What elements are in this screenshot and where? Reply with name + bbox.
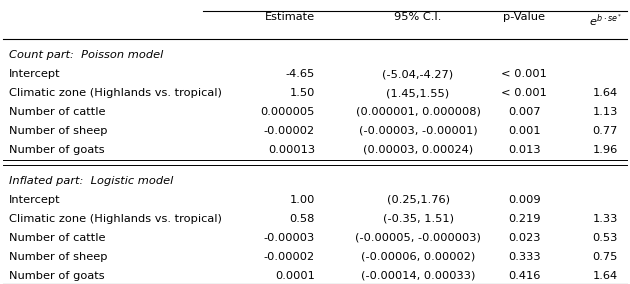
Text: 0.58: 0.58 [290, 214, 315, 224]
Text: Number of goats: Number of goats [9, 145, 105, 155]
Text: Inflated part:  Logistic model: Inflated part: Logistic model [9, 176, 173, 186]
Text: 0.219: 0.219 [508, 214, 541, 224]
Text: -4.65: -4.65 [286, 69, 315, 79]
Text: (-0.35, 1.51): (-0.35, 1.51) [382, 214, 454, 224]
Text: 0.53: 0.53 [593, 233, 618, 243]
Text: 0.013: 0.013 [508, 145, 541, 155]
Text: Number of goats: Number of goats [9, 271, 105, 281]
Text: 0.023: 0.023 [508, 233, 541, 243]
Text: -0.00002: -0.00002 [264, 252, 315, 262]
Text: 0.001: 0.001 [508, 126, 541, 136]
Text: 0.000005: 0.000005 [261, 107, 315, 117]
Text: (0.25,1.76): (0.25,1.76) [387, 195, 450, 205]
Text: (0.000001, 0.000008): (0.000001, 0.000008) [355, 107, 481, 117]
Text: 0.333: 0.333 [508, 252, 541, 262]
Text: p-Value: p-Value [503, 12, 545, 22]
Text: Intercept: Intercept [9, 195, 60, 205]
Text: (-0.00005, -0.000003): (-0.00005, -0.000003) [355, 233, 481, 243]
Text: 0.77: 0.77 [593, 126, 618, 136]
Text: 95% C.I.: 95% C.I. [394, 12, 442, 22]
Text: < 0.001: < 0.001 [501, 88, 547, 98]
Text: Count part:  Poisson model: Count part: Poisson model [9, 50, 163, 60]
Text: -0.00002: -0.00002 [264, 126, 315, 136]
Text: -0.00003: -0.00003 [264, 233, 315, 243]
Text: $e^{b \cdot se^*}$: $e^{b \cdot se^*}$ [588, 12, 622, 28]
Text: 0.007: 0.007 [508, 107, 541, 117]
Text: 1.64: 1.64 [593, 271, 618, 281]
Text: Number of sheep: Number of sheep [9, 126, 108, 136]
Text: 0.0001: 0.0001 [275, 271, 315, 281]
Text: (-0.00014, 0.00033): (-0.00014, 0.00033) [361, 271, 475, 281]
Text: Intercept: Intercept [9, 69, 60, 79]
Text: (-5.04,-4.27): (-5.04,-4.27) [382, 69, 454, 79]
Text: 1.96: 1.96 [593, 145, 618, 155]
Text: 0.009: 0.009 [508, 195, 541, 205]
Text: 0.75: 0.75 [593, 252, 618, 262]
Text: Estimate: Estimate [265, 12, 315, 22]
Text: Number of cattle: Number of cattle [9, 233, 105, 243]
Text: Climatic zone (Highlands vs. tropical): Climatic zone (Highlands vs. tropical) [9, 214, 222, 224]
Text: 1.00: 1.00 [290, 195, 315, 205]
Text: (0.00003, 0.00024): (0.00003, 0.00024) [363, 145, 473, 155]
Text: 0.416: 0.416 [508, 271, 541, 281]
Text: (-0.00006, 0.00002): (-0.00006, 0.00002) [361, 252, 475, 262]
Text: < 0.001: < 0.001 [501, 69, 547, 79]
Text: (-0.00003, -0.00001): (-0.00003, -0.00001) [358, 126, 478, 136]
Text: 1.64: 1.64 [593, 88, 618, 98]
Text: Climatic zone (Highlands vs. tropical): Climatic zone (Highlands vs. tropical) [9, 88, 222, 98]
Text: (1.45,1.55): (1.45,1.55) [386, 88, 450, 98]
Text: 1.33: 1.33 [593, 214, 618, 224]
Text: 1.50: 1.50 [290, 88, 315, 98]
Text: 1.13: 1.13 [593, 107, 618, 117]
Text: Number of sheep: Number of sheep [9, 252, 108, 262]
Text: Number of cattle: Number of cattle [9, 107, 105, 117]
Text: 0.00013: 0.00013 [268, 145, 315, 155]
